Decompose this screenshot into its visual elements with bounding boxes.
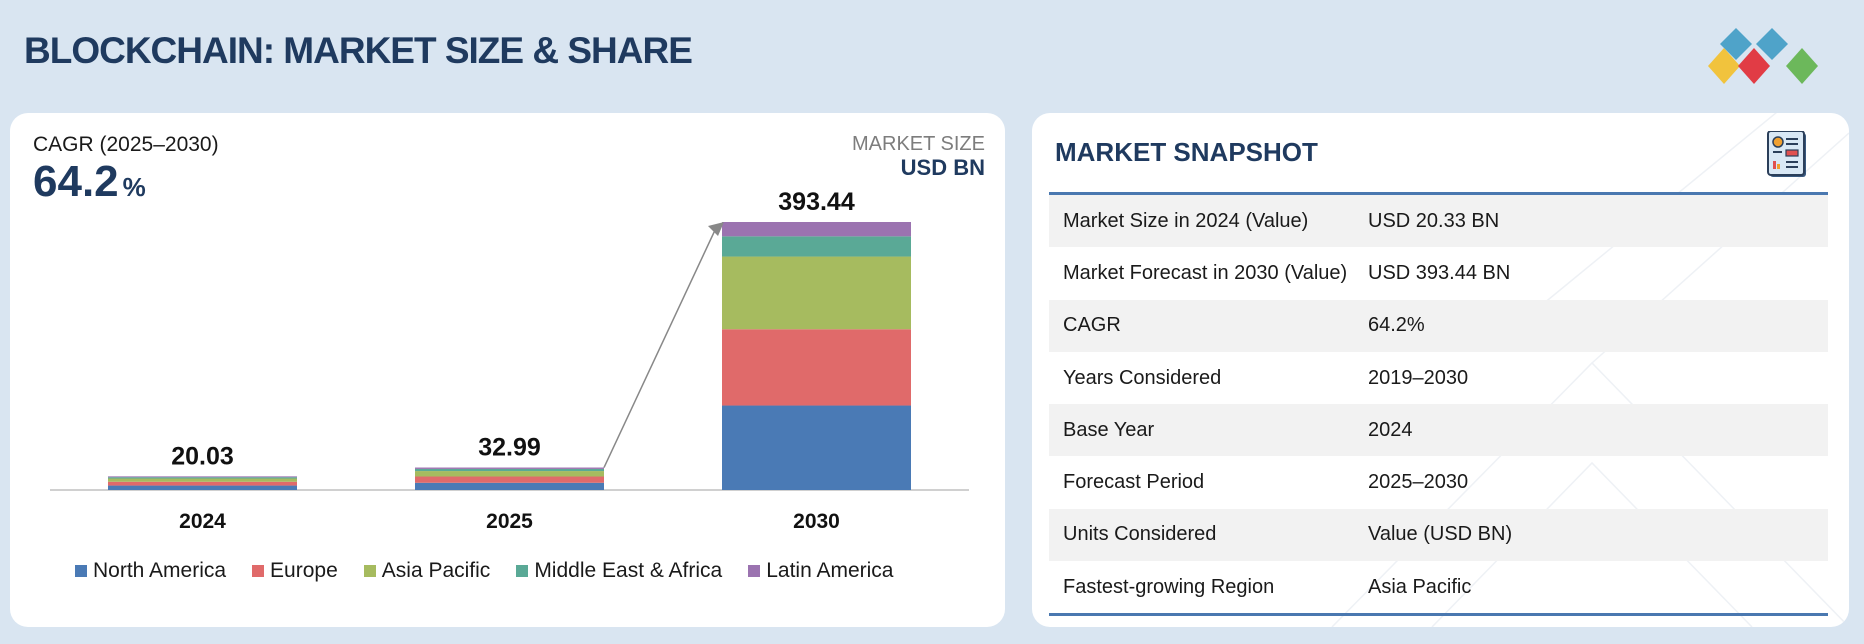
market-size-label: MARKET SIZE bbox=[852, 133, 985, 155]
legend-item: North America bbox=[75, 559, 226, 583]
table-row: Market Size in 2024 (Value) USD 20.33 BN bbox=[1049, 195, 1828, 248]
bar-segment-north-america bbox=[108, 485, 297, 490]
bar-segment-latin-america bbox=[415, 467, 604, 469]
table-row: Fastest-growing Region Asia Pacific bbox=[1049, 561, 1828, 613]
table-row: Units Considered Value (USD BN) bbox=[1049, 508, 1828, 562]
table-row: CAGR 64.2% bbox=[1049, 299, 1828, 352]
table-row: Forecast Period 2025–2030 bbox=[1049, 456, 1828, 508]
row-value: Value (USD BN) bbox=[1368, 523, 1513, 546]
row-label: Market Forecast in 2030 (Value) bbox=[1063, 261, 1348, 284]
legend-swatch bbox=[516, 565, 529, 577]
row-value: 2025–2030 bbox=[1368, 471, 1469, 494]
bar-segment-asia-pacific bbox=[108, 478, 297, 482]
legend-swatch bbox=[252, 565, 265, 577]
row-label: Years Considered bbox=[1063, 366, 1222, 389]
page-title: BLOCKCHAIN: MARKET SIZE & SHARE bbox=[24, 30, 693, 71]
snapshot-table: Market Size in 2024 (Value) USD 20.33 BN M… bbox=[1049, 192, 1828, 617]
bar-segment-north-america bbox=[415, 482, 604, 490]
legend-label: Asia Pacific bbox=[381, 559, 491, 582]
bar-segment-latin-america bbox=[722, 222, 911, 237]
market-snapshot-card: MARKET SNAPSHOT Market Size in 2024 (Val… bbox=[1032, 113, 1849, 627]
table-row: Market Forecast in 2030 (Value) USD 393.4… bbox=[1049, 247, 1828, 299]
bar-segment-middle-east-africa bbox=[722, 236, 911, 257]
legend-item: Europe bbox=[252, 559, 338, 583]
legend-label: Latin America bbox=[766, 559, 894, 582]
row-label: Fastest-growing Region bbox=[1063, 575, 1275, 598]
table-row: Base Year 2024 bbox=[1049, 404, 1828, 457]
row-value: 2024 bbox=[1368, 418, 1413, 441]
snapshot-title: MARKET SNAPSHOT bbox=[1055, 137, 1318, 167]
legend-swatch bbox=[363, 565, 376, 577]
row-label: Market Size in 2024 (Value) bbox=[1063, 209, 1309, 232]
bar-total-label: 32.99 bbox=[478, 434, 541, 462]
row-label: Forecast Period bbox=[1063, 471, 1205, 494]
bar-total-label: 20.03 bbox=[171, 442, 234, 470]
bar-segment-europe bbox=[722, 329, 911, 406]
legend-item: Middle East & Africa bbox=[516, 559, 722, 583]
growth-arrow-head-icon bbox=[708, 222, 724, 236]
row-label: Units Considered bbox=[1063, 523, 1217, 546]
legend-label: Europe bbox=[270, 559, 338, 582]
bar-segment-europe bbox=[108, 481, 297, 486]
row-value: 64.2% bbox=[1368, 314, 1425, 337]
x-tick-label: 2030 bbox=[793, 510, 840, 533]
legend-item: Asia Pacific bbox=[363, 559, 491, 583]
stacked-bar-chart: 20.03 2024 32.99 2025 393.44 2030 bbox=[50, 188, 969, 533]
row-label: Base Year bbox=[1063, 418, 1155, 441]
bar-segment-latin-america bbox=[108, 476, 297, 478]
market-size-unit: USD BN bbox=[900, 155, 985, 180]
legend-swatch bbox=[75, 565, 87, 577]
bar-segment-europe bbox=[415, 476, 604, 483]
bar-total-label: 393.44 bbox=[778, 188, 855, 216]
legend-label: Middle East & Africa bbox=[534, 559, 723, 582]
table-row: Years Considered 2019–2030 bbox=[1049, 352, 1828, 404]
market-size-chart-card: CAGR (2025–2030) 64.2% MARKET SIZE USD B… bbox=[10, 113, 1005, 627]
row-value: USD 20.33 BN bbox=[1368, 209, 1500, 232]
row-label: CAGR bbox=[1063, 314, 1121, 337]
bar-segment-asia-pacific bbox=[722, 256, 911, 330]
x-tick-label: 2024 bbox=[179, 510, 226, 533]
chart-legend: North America Europe Asia Pacific Middle Ea… bbox=[75, 559, 893, 583]
cagr-value: 64.2% bbox=[33, 157, 146, 207]
row-value: 2019–2030 bbox=[1368, 366, 1469, 389]
bar-segment-north-america bbox=[722, 405, 911, 490]
legend-swatch bbox=[748, 565, 761, 577]
cagr-unit: % bbox=[122, 172, 146, 202]
x-tick-label: 2025 bbox=[486, 510, 533, 533]
growth-arrow-line bbox=[603, 227, 717, 468]
cagr-label: CAGR (2025–2030) bbox=[33, 133, 219, 156]
bar-segment-middle-east-africa bbox=[108, 477, 297, 479]
legend-item: Latin America bbox=[748, 559, 893, 583]
row-value: USD 393.44 BN bbox=[1368, 261, 1511, 284]
report-document-icon bbox=[1767, 131, 1806, 177]
row-value: Asia Pacific bbox=[1368, 575, 1472, 598]
cagr-number: 64.2 bbox=[33, 157, 119, 206]
brand-logo-icon bbox=[1708, 28, 1818, 84]
bar-segment-middle-east-africa bbox=[415, 468, 604, 472]
legend-label: North America bbox=[93, 559, 227, 582]
bar-segment-asia-pacific bbox=[415, 471, 604, 477]
